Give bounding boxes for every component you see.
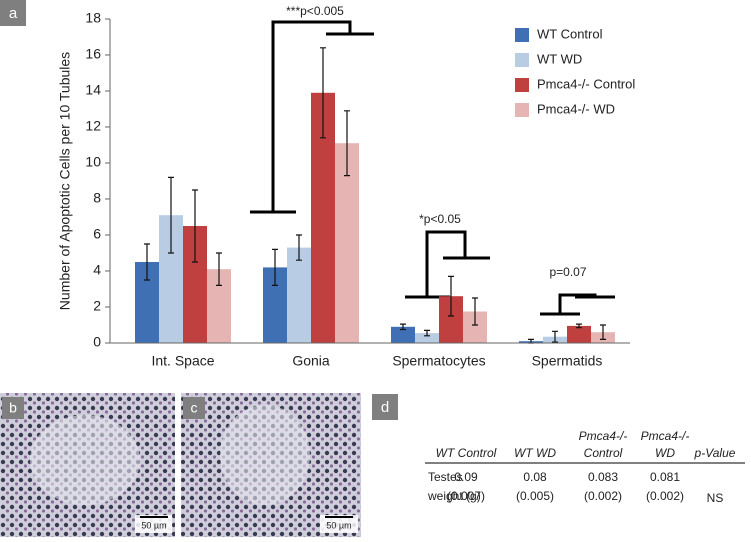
error-bar <box>472 297 478 326</box>
row-label: weight (g) <box>427 489 481 503</box>
table-header: Pmca4-/- <box>579 429 628 443</box>
annotation: ***p<0.005 <box>286 4 344 18</box>
table-cell: (0.002) <box>584 489 622 503</box>
scale-bar-label: 50 µm <box>141 520 166 530</box>
bar <box>415 333 439 343</box>
y-tick-label: 16 <box>85 46 101 62</box>
y-tick-label: 18 <box>85 10 101 26</box>
y-axis-label: Number of Apoptotic Cells per 10 Tubules <box>57 52 73 310</box>
scale-bar-bg <box>135 515 172 533</box>
legend-swatch <box>515 53 529 67</box>
panel-label: c <box>191 400 198 416</box>
tubule <box>30 415 140 505</box>
legend-swatch <box>515 78 529 92</box>
y-tick-label: 0 <box>93 334 101 350</box>
y-tick-label: 10 <box>85 154 101 170</box>
y-tick-label: 2 <box>93 298 101 314</box>
table-cell: (0.002) <box>646 489 684 503</box>
y-tick-label: 14 <box>85 82 101 98</box>
table-cell: NS <box>707 491 724 505</box>
legend-label: Pmca4-/- Control <box>537 76 635 91</box>
table-cell: (0.007) <box>447 489 485 503</box>
table-header: WT WD <box>514 446 556 460</box>
table-cell: 0.083 <box>588 470 618 484</box>
bar <box>567 325 591 343</box>
error-bar <box>424 329 430 337</box>
table-header: WD <box>655 446 675 460</box>
error-bar <box>320 47 326 139</box>
panel-label-box <box>183 397 205 419</box>
x-tick-label: Gonia <box>292 353 330 369</box>
panel-label-box <box>372 394 398 420</box>
panel-label-box <box>2 397 24 419</box>
error-bar <box>272 248 278 286</box>
legend-label: Pmca4-/- WD <box>537 101 615 116</box>
significance-bracket <box>540 293 615 316</box>
legend-swatch <box>515 28 529 42</box>
error-bar <box>344 110 350 177</box>
bar <box>335 143 359 343</box>
table-cell: 0.08 <box>523 470 547 484</box>
table-cell: 0.09 <box>454 470 478 484</box>
significance-bracket <box>405 230 490 299</box>
panel-label: b <box>9 400 17 416</box>
table-header: Pmca4-/- <box>641 429 690 443</box>
error-bar <box>576 323 582 329</box>
table-header: WT Control <box>436 446 497 460</box>
scale-bar-label: 50 µm <box>326 520 351 530</box>
x-tick-label: Int. Space <box>151 353 214 369</box>
scale-bar-bg <box>320 515 358 533</box>
y-tick-label: 4 <box>93 262 101 278</box>
x-tick-label: Spermatocytes <box>392 353 485 369</box>
error-bar <box>192 189 198 263</box>
panel-label: a <box>9 5 18 22</box>
y-tick-label: 6 <box>93 226 101 242</box>
bar <box>391 326 415 343</box>
error-bar <box>448 275 454 317</box>
legend-label: WT WD <box>537 51 582 66</box>
legend-label: WT Control <box>537 26 603 41</box>
panel-label-box <box>0 0 26 26</box>
error-bar <box>168 176 174 254</box>
bar <box>287 247 311 343</box>
error-bar <box>400 323 406 331</box>
annotation: p=0.07 <box>549 265 586 279</box>
x-tick-label: Spermatids <box>532 353 603 369</box>
y-tick-label: 12 <box>85 118 101 134</box>
table-header: Control <box>584 446 623 460</box>
tubule <box>220 405 310 505</box>
panel-label: d <box>381 399 389 416</box>
error-bar <box>296 234 302 261</box>
significance-bracket <box>250 20 374 214</box>
error-bar <box>144 243 150 281</box>
annotation: *p<0.05 <box>419 212 461 226</box>
row-label: Testes <box>428 470 463 484</box>
error-bar <box>552 330 558 343</box>
table-header: p-Value <box>694 446 736 460</box>
error-bar <box>216 252 222 286</box>
y-tick-label: 8 <box>93 190 101 206</box>
table-cell: 0.081 <box>650 470 680 484</box>
error-bar <box>600 324 606 340</box>
legend-swatch <box>515 103 529 117</box>
table-cell: (0.005) <box>516 489 554 503</box>
